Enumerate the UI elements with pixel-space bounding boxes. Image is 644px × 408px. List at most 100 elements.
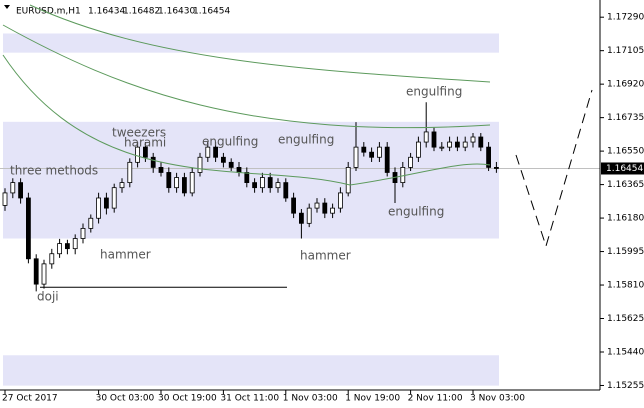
candle-body xyxy=(361,146,367,153)
candle-body xyxy=(322,202,328,214)
y-tick-label: 1.15995 xyxy=(607,247,644,257)
candle-body xyxy=(205,146,211,158)
annotation: tweezers xyxy=(112,126,166,140)
candle-body xyxy=(493,167,499,169)
x-tick-label: 27 Oct 2017 xyxy=(2,394,58,404)
candle-body xyxy=(158,167,164,173)
y-tick-label: 1.16550 xyxy=(607,147,644,157)
candle-body xyxy=(454,141,460,148)
candle-body xyxy=(314,202,320,209)
candle-body xyxy=(423,131,429,143)
quote-low: 1.16430 xyxy=(158,7,195,17)
x-tick-label: 2 Nov 11:00 xyxy=(408,394,463,404)
candle-body xyxy=(181,177,187,194)
quote-high: 1.16482 xyxy=(123,7,160,17)
candle-body xyxy=(384,146,390,173)
candle-body xyxy=(220,156,226,163)
y-tick-label: 1.17290 xyxy=(607,13,644,23)
zone xyxy=(3,355,499,386)
candle-body xyxy=(174,177,180,189)
candle-body xyxy=(104,197,109,209)
annotation: hammer xyxy=(100,248,151,262)
candle-body xyxy=(415,141,421,158)
annotation: doji xyxy=(37,290,59,304)
candle-body xyxy=(111,187,117,209)
candle-body xyxy=(18,182,24,199)
candle-body xyxy=(478,136,484,148)
annotation: engulfing xyxy=(406,85,462,99)
candle-body xyxy=(291,197,297,214)
annotation: hammer xyxy=(300,249,351,263)
candle-body xyxy=(330,207,336,214)
price-label-box xyxy=(601,162,644,175)
annotation: engulfing xyxy=(388,205,444,219)
annotation: three methods xyxy=(10,164,98,178)
candle-body xyxy=(486,146,492,168)
candle-body xyxy=(57,243,62,255)
x-tick-label: 30 Oct 03:00 xyxy=(96,394,155,404)
y-tick-label: 1.17105 xyxy=(607,46,644,56)
candle-body xyxy=(65,243,70,250)
candle-body xyxy=(33,258,39,285)
x-tick-label: 1 Nov 19:00 xyxy=(345,394,400,404)
x-tick-label: 3 Nov 03:00 xyxy=(470,394,525,404)
candle-body xyxy=(119,182,125,189)
candle-body xyxy=(25,197,31,260)
moving-average xyxy=(29,4,491,83)
candle-body xyxy=(408,156,414,168)
candle-body xyxy=(400,167,406,184)
candle-body xyxy=(252,182,258,189)
candle-body xyxy=(283,182,289,199)
x-tick-label: 31 Oct 11:00 xyxy=(220,394,279,404)
y-tick-label: 1.15255 xyxy=(607,381,644,391)
candle-body xyxy=(213,146,219,158)
candle-body xyxy=(462,141,468,148)
y-tick-label: 1.15625 xyxy=(607,314,644,324)
zone xyxy=(3,121,499,239)
y-tick-label: 1.16735 xyxy=(607,113,644,123)
y-tick-label: 1.16180 xyxy=(607,214,644,224)
y-tick-label: 1.16920 xyxy=(607,80,644,90)
candle-body xyxy=(306,207,312,224)
moving-average xyxy=(2,54,491,186)
candle-body xyxy=(337,192,343,209)
candle-body xyxy=(166,172,172,189)
annotation: engulfing xyxy=(202,135,258,149)
candle-body xyxy=(267,177,273,189)
zone xyxy=(3,33,499,53)
candle-body xyxy=(2,192,8,206)
candle-body xyxy=(189,172,195,194)
candle-body xyxy=(369,151,375,158)
candle-body xyxy=(470,136,476,143)
candle-body xyxy=(439,146,445,149)
menu-arrow xyxy=(4,5,10,9)
moving-average xyxy=(2,24,491,129)
candle-body xyxy=(447,141,453,148)
quote-close: 1.16454 xyxy=(193,7,230,17)
y-tick-label: 1.15440 xyxy=(607,347,644,357)
annotation: engulfing xyxy=(278,133,334,147)
candle-body xyxy=(244,172,250,184)
candle-body xyxy=(127,161,133,184)
x-tick-label: 30 Oct 19:00 xyxy=(158,394,217,404)
candle-body xyxy=(259,177,265,189)
candle-body xyxy=(49,253,55,265)
symbol: EURUSD.m,H1 xyxy=(16,7,81,17)
candle-body xyxy=(72,238,78,250)
candle-body xyxy=(236,167,242,173)
candle-body xyxy=(197,156,203,173)
x-tick-label: 1 Nov 03:00 xyxy=(283,394,338,404)
candle-body xyxy=(41,263,47,285)
candle-body xyxy=(80,227,86,239)
candle-body xyxy=(228,161,234,168)
candle-body xyxy=(96,197,101,219)
quote-open: 1.16434 xyxy=(88,7,125,17)
candle-body xyxy=(88,217,94,229)
candle-body xyxy=(10,182,16,194)
candle-body xyxy=(135,146,141,163)
candle-body xyxy=(376,146,382,158)
candle-body xyxy=(353,146,359,168)
candle-body xyxy=(345,167,351,194)
price-label: 1.16454 xyxy=(606,164,643,174)
